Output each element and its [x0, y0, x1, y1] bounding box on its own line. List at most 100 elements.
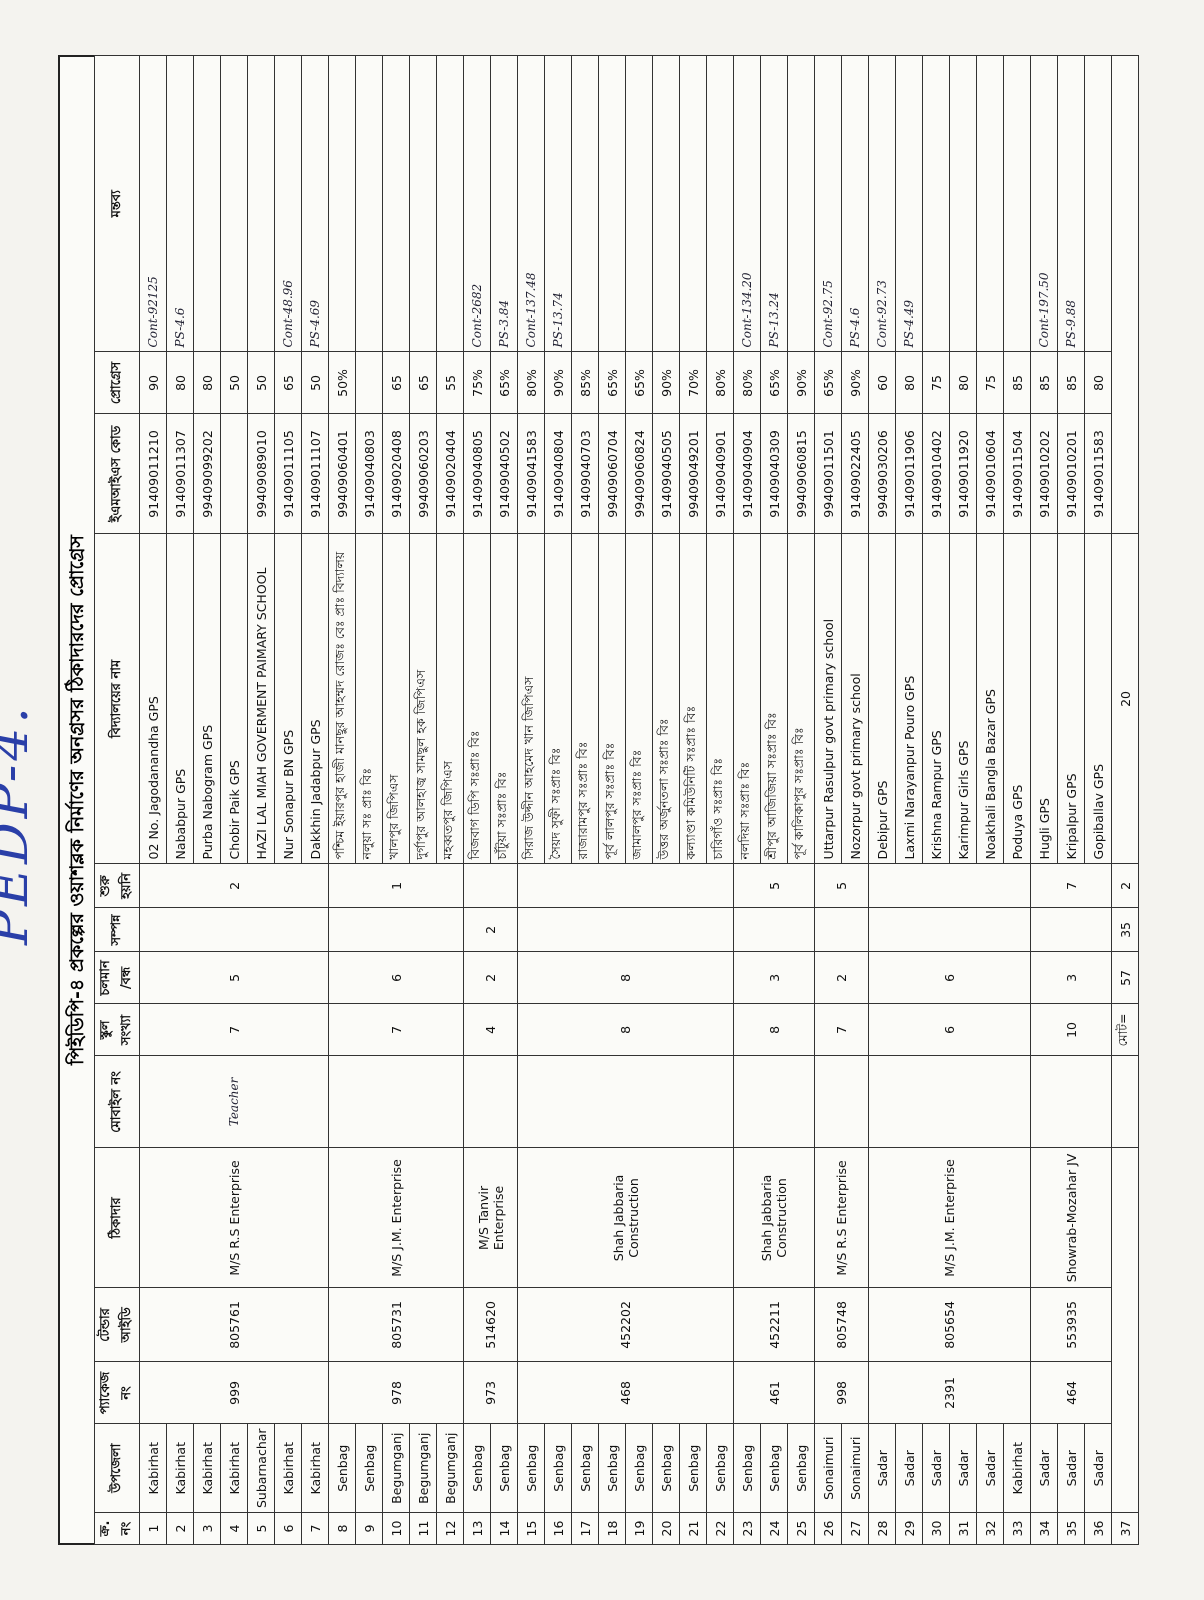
- serial-no: 9: [355, 1512, 383, 1545]
- contractor: M/S Tanvir Enterprise: [463, 1147, 518, 1288]
- column-header: ঠিকাদার: [94, 1147, 140, 1288]
- serial-no: 12: [436, 1512, 464, 1545]
- upazila: Sadar: [1057, 1423, 1085, 1513]
- emis-code: 91409022405: [841, 413, 869, 534]
- serial-no: 16: [544, 1512, 572, 1545]
- emis-code: 91409011920: [949, 413, 977, 534]
- serial-no: 25: [787, 1512, 815, 1545]
- upazila: Sadar: [895, 1423, 923, 1513]
- school-count: 7: [814, 1003, 869, 1056]
- mobile-no: [328, 1055, 464, 1148]
- table-row: 23 Senbag 461 452211 Shah Jabbaria Construct…: [733, 55, 815, 1545]
- serial-no: 11: [409, 1512, 437, 1545]
- upazila: Kabirhat: [193, 1423, 221, 1513]
- table-row: 26 Sonaimuri 998 805748 M/S R.S Enterprise 7 2…: [814, 55, 869, 1545]
- completed-count: [328, 907, 464, 952]
- progress: 65%: [760, 351, 788, 414]
- column-header: স্কুল সংখ্যা: [94, 1003, 140, 1056]
- serial-no: 8: [328, 1512, 356, 1545]
- school-count: 7: [328, 1003, 464, 1056]
- serial-no: 7: [301, 1512, 329, 1545]
- running-count: 2: [463, 951, 518, 1004]
- school-count: 8: [517, 1003, 734, 1056]
- package-no: 461: [733, 1361, 815, 1424]
- total-not-started: 20: [1111, 533, 1139, 864]
- progress: 80: [895, 351, 923, 414]
- upazila: Kabirhat: [301, 1423, 329, 1513]
- school-name: সৈয়দ সুফী সঃপ্রাঃ বিঃ: [544, 533, 572, 864]
- school-name: দুর্গাপুর আলহাজ্ব সামছুল হক জিপিএস: [409, 533, 437, 864]
- emis-code: 91409010604: [976, 413, 1004, 534]
- school-name: Krishna Rampur GPS: [922, 533, 950, 864]
- progress: 75%: [463, 351, 491, 414]
- progress: 55: [436, 351, 464, 414]
- school-name: Purba Nabogram GPS: [193, 533, 221, 864]
- school-name: Nababpur GPS: [166, 533, 194, 864]
- school-name: Uttarpur Rasulpur govt primary school: [814, 533, 842, 864]
- school-name: পশ্চিম ইয়ারপুর হাজী মানছুর আহম্মদ রোজঃ …: [328, 533, 356, 864]
- remarks: [247, 55, 275, 352]
- upazila: Begumganj: [409, 1423, 437, 1513]
- blank-cell: [1111, 55, 1139, 534]
- school-count: 4: [463, 1003, 518, 1056]
- emis-code: 91409040904: [733, 413, 761, 534]
- emis-code: 91409040901: [706, 413, 734, 534]
- serial-no: 15: [517, 1512, 545, 1545]
- remarks: [652, 55, 680, 352]
- remarks: [382, 55, 410, 352]
- school-name: Nur Sonapur BN GPS: [274, 533, 302, 864]
- remarks: [193, 55, 221, 352]
- remarks: [787, 55, 815, 352]
- progress: 85: [1003, 351, 1031, 414]
- emis-code: 91409010202: [1030, 413, 1058, 534]
- emis-code: 91409040703: [571, 413, 599, 534]
- emis-code: 99409089010: [247, 413, 275, 534]
- column-header: ক্র. নং: [94, 1512, 140, 1545]
- table-row: 8 Senbag 978 805731 M/S J.M. Enterprise 7 6 1 পশ…: [328, 55, 464, 1545]
- serial-no: 30: [922, 1512, 950, 1545]
- progress: [355, 351, 383, 414]
- emis-code: 91409010402: [922, 413, 950, 534]
- emis-code: 91409040803: [355, 413, 383, 534]
- upazila: Sadar: [1030, 1423, 1058, 1513]
- upazila: Senbag: [355, 1423, 383, 1513]
- school-count: 10: [1030, 1003, 1112, 1056]
- upazila: Kabirhat: [220, 1423, 248, 1513]
- progress: 65%: [490, 351, 518, 414]
- emis-code: 91409040502: [490, 413, 518, 534]
- not-started-count: 5: [814, 863, 869, 908]
- running-count: 2: [814, 951, 869, 1004]
- progress: 80%: [706, 351, 734, 414]
- remarks: [598, 55, 626, 352]
- serial-no: 34: [1030, 1512, 1058, 1545]
- serial-no: 5: [247, 1512, 275, 1545]
- upazila: Senbag: [652, 1423, 680, 1513]
- serial-no: 20: [652, 1512, 680, 1545]
- completed-count: [1030, 907, 1112, 952]
- serial-no: 1: [139, 1512, 167, 1545]
- table-row: 28 Sadar 2391 805654 M/S J.M. Enterprise 6 6 De…: [868, 55, 1031, 1545]
- upazila: Senbag: [517, 1423, 545, 1513]
- serial-no: 17: [571, 1512, 599, 1545]
- progress: 65%: [625, 351, 653, 414]
- emis-code: 91409011583: [1084, 413, 1112, 534]
- progress: 65: [274, 351, 302, 414]
- serial-no: 2: [166, 1512, 194, 1545]
- upazila: Subarnachar: [247, 1423, 275, 1513]
- emis-code: 91409011210: [139, 413, 167, 534]
- school-count: 8: [733, 1003, 815, 1056]
- total-completed: 2: [1111, 863, 1139, 908]
- serial-no: 33: [1003, 1512, 1031, 1545]
- upazila: Senbag: [760, 1423, 788, 1513]
- school-name: পূর্ব কালিকাপুর সঃপ্রাঃ বিঃ: [787, 533, 815, 864]
- emis-code: 99409049201: [679, 413, 707, 534]
- school-name: চারিগাঁও সঃপ্রাঃ বিঃ: [706, 533, 734, 864]
- running-count: 3: [733, 951, 815, 1004]
- column-header: টেন্ডার আইডি: [94, 1287, 140, 1362]
- progress: 65: [409, 351, 437, 414]
- progress: 80: [193, 351, 221, 414]
- package-no: 999: [139, 1361, 329, 1424]
- school-name: নলুয়া সঃ প্রাঃ বিঃ: [355, 533, 383, 864]
- serial-no: 23: [733, 1512, 761, 1545]
